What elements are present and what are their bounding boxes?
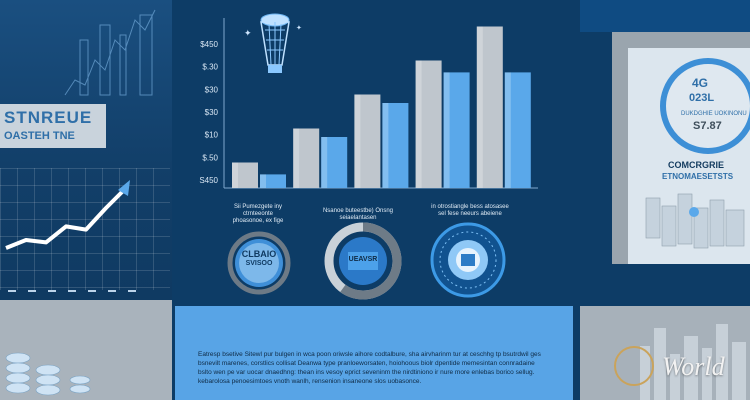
- stat-value-1: 4G: [692, 76, 709, 90]
- y-tick-label: $30: [205, 108, 219, 117]
- bar-highlight: [232, 162, 238, 188]
- donut-1-label-top: CLBAIO: [241, 249, 277, 259]
- left-title-box: STNREUE OASTEH TNE: [0, 104, 106, 148]
- bar-1-series-2: [260, 174, 286, 188]
- y-tick-label: S450: [199, 176, 218, 185]
- donut-section: Sii Pumezgete iny ctrnteeonte phoasonoe,…: [188, 200, 548, 300]
- y-tick-label: $.30: [202, 63, 218, 72]
- bar-3-series-1: [354, 94, 381, 188]
- bar-highlight: [354, 94, 361, 188]
- right-caption-2: ETNOMAESETSTS: [662, 172, 734, 181]
- donut-chart-1: [227, 231, 291, 295]
- bar-1-series-1: [232, 162, 258, 188]
- bar-highlight: [504, 72, 511, 188]
- body-paragraph: Eatresp bsetive Sitewl pur bulgen in wca…: [198, 351, 541, 385]
- bar-highlight: [476, 26, 483, 188]
- svg-text:✦: ✦: [296, 24, 302, 32]
- bar-highlight: [382, 103, 389, 188]
- trend-line-chart: [5, 180, 130, 250]
- stat-circle: [660, 58, 750, 154]
- bar-4-series-2: [443, 72, 470, 188]
- trend-line: [5, 186, 128, 250]
- bar-highlight: [293, 128, 300, 188]
- watermark-text: World: [662, 352, 725, 381]
- stat-small-text: DUKDGHIE UOKINONU: [681, 111, 747, 117]
- bar-5-series-2: [504, 72, 531, 188]
- right-top-strip: [580, 0, 750, 32]
- city-skyline-graphic: [64, 9, 156, 96]
- watermark-logo: [614, 346, 654, 386]
- coin-stacks-graphic: [5, 352, 91, 396]
- bar-4-series-1: [415, 60, 442, 188]
- y-tick-label: $30: [205, 85, 219, 94]
- svg-text:✦: ✦: [244, 28, 252, 38]
- y-tick-label: $10: [205, 131, 219, 140]
- left-panel: [0, 0, 172, 300]
- stat-value-3: S7.87: [693, 120, 722, 132]
- donut-1-label-bottom: SVISOO: [245, 260, 273, 267]
- pie-caption-3: in otrostiangle bess atosasee sel fese n…: [431, 204, 509, 217]
- stat-value-2: 023L: [689, 92, 715, 104]
- donut-chart-3: [430, 222, 506, 298]
- pie-caption-2: Nsanoe buteestbe) Onsng seiaelantasen: [322, 208, 394, 221]
- bar-highlight: [321, 137, 328, 188]
- donut-2-label: UEAVSR: [348, 256, 378, 263]
- bar-highlight: [443, 72, 450, 188]
- trend-arrow-icon: [118, 180, 130, 196]
- donut-chart-2: [324, 222, 402, 300]
- light-bulb-icon: ✦ ✦: [244, 13, 302, 73]
- bar-2-series-2: [321, 137, 348, 188]
- bar-highlight: [260, 174, 266, 188]
- left-title: STNREUE: [4, 108, 93, 127]
- text-panel: [175, 306, 573, 400]
- bar-3-series-2: [382, 103, 409, 188]
- bar-highlight: [415, 60, 422, 188]
- y-tick-label: $450: [200, 40, 218, 49]
- pie-caption-1: Sii Pumezgete iny ctrnteeonte phoasonoe,…: [232, 204, 284, 224]
- left-tick-row: [8, 290, 136, 292]
- bar-chart: $450 $.30 $30 $30 $10 $.50 S450: [199, 18, 538, 189]
- left-subtitle: OASTEH TNE: [4, 130, 75, 142]
- right-caption-1: COMCRGRIE: [668, 160, 724, 170]
- bar-5-series-1: [476, 26, 503, 188]
- y-tick-label: $.50: [202, 153, 218, 162]
- bar-2-series-1: [293, 128, 320, 188]
- blocks-graphic: [645, 193, 745, 249]
